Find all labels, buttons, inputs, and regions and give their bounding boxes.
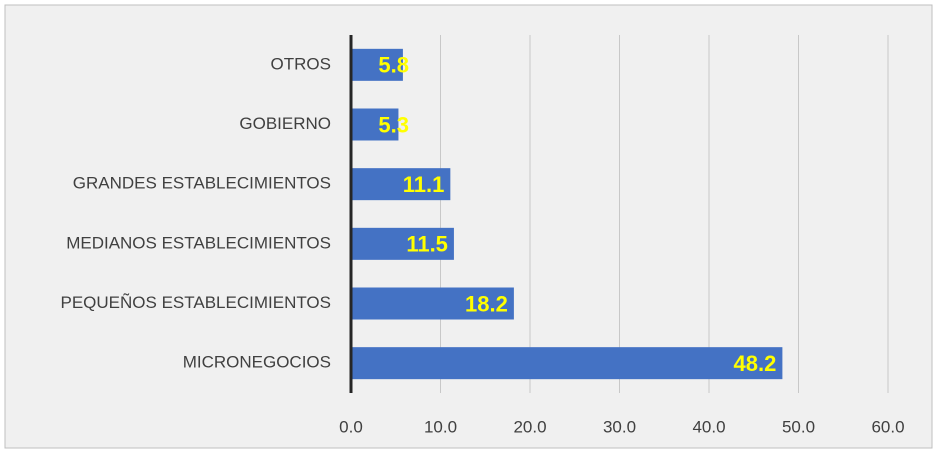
data-label: 11.1 (403, 172, 445, 197)
x-tick-label: 40.0 (692, 417, 725, 436)
data-label: 5.3 (378, 112, 409, 137)
y-tick-label: PEQUEÑOS ESTABLECIMIENTOS (61, 293, 332, 312)
chart-frame (4, 4, 933, 449)
y-tick-label: GOBIERNO (239, 114, 331, 133)
x-tick-label: 60.0 (871, 417, 904, 436)
data-label: 11.5 (406, 232, 448, 257)
data-label: 48.2 (734, 351, 777, 376)
x-tick-label: 0.0 (339, 417, 363, 436)
bar (351, 227, 454, 260)
x-tick-label: 10.0 (424, 417, 457, 436)
bar (351, 108, 399, 141)
y-tick-label: GRANDES ESTABLECIMIENTOS (73, 174, 331, 193)
x-tick-label: 30.0 (603, 417, 636, 436)
bar (351, 168, 451, 201)
y-tick-label: OTROS (271, 54, 331, 73)
y-tick-label: MICRONEGOCIOS (183, 353, 331, 372)
x-tick-label: 20.0 (513, 417, 546, 436)
bar (351, 48, 403, 81)
x-tick-label: 50.0 (782, 417, 815, 436)
data-label: 18.2 (465, 291, 508, 316)
bar (351, 347, 783, 380)
data-label: 5.8 (378, 53, 409, 78)
bar (351, 287, 514, 320)
y-tick-label: MEDIANOS ESTABLECIMIENTOS (66, 233, 331, 252)
